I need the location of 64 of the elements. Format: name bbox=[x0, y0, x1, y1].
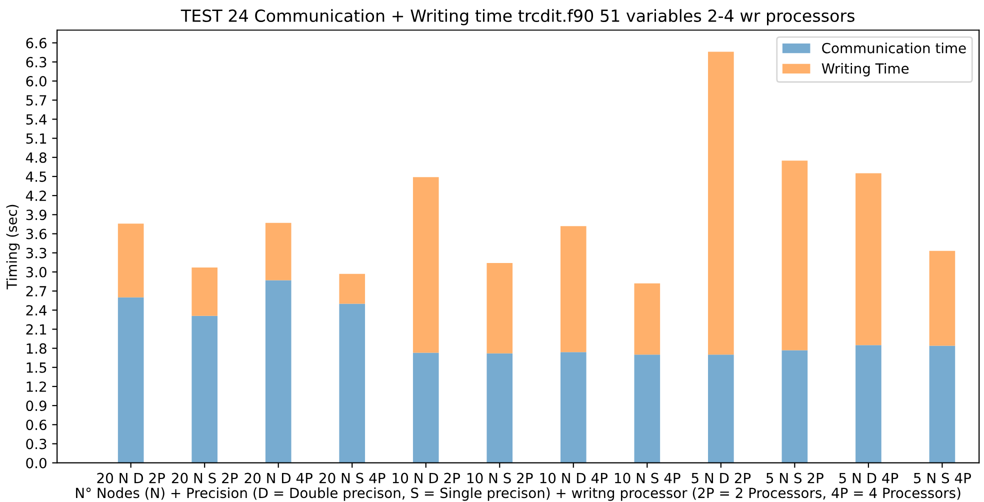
y-tick-label: 1.2 bbox=[26, 381, 46, 392]
y-tick-label: 1.8 bbox=[26, 343, 46, 354]
y-tick-label: 0.3 bbox=[26, 438, 46, 450]
y-tick-label: 0.0 bbox=[26, 458, 46, 468]
bar bbox=[929, 250, 956, 346]
bar bbox=[782, 160, 808, 350]
x-tick-label: 10 N D 2P bbox=[392, 472, 460, 484]
y-tick-label: 3.3 bbox=[26, 248, 46, 258]
y-tick-label: 6.0 bbox=[26, 76, 46, 87]
bar bbox=[560, 226, 586, 352]
x-tick-label: 20 N D 2P bbox=[97, 472, 165, 484]
bar bbox=[708, 52, 734, 355]
x-tick-label: 20 N S 2P bbox=[172, 472, 238, 484]
bar bbox=[192, 267, 218, 316]
x-tick-label: 5 N D 2P bbox=[692, 472, 751, 484]
x-tick-label: 10 N D 4P bbox=[540, 472, 608, 484]
bar bbox=[192, 316, 218, 463]
bar bbox=[339, 274, 366, 304]
y-tick-label: 4.8 bbox=[26, 152, 46, 163]
y-axis-title: Timing (sec) bbox=[6, 204, 20, 290]
bar bbox=[856, 173, 882, 346]
y-tick-label: 3.9 bbox=[26, 210, 46, 220]
bar bbox=[634, 354, 660, 463]
bar bbox=[118, 224, 144, 298]
bar bbox=[929, 346, 956, 463]
x-axis-title: N° Nodes (N) + Precision (D = Double precison, S = Single precison) + writng processor (2P = 2 Processors, 4P = 4 Processors) bbox=[76, 487, 960, 501]
bar bbox=[339, 304, 366, 463]
y-tick-label: 2.7 bbox=[26, 286, 46, 296]
y-tick-label: 3.0 bbox=[26, 266, 46, 278]
bar bbox=[412, 177, 439, 353]
bar bbox=[560, 352, 586, 463]
chart-title: TEST 24 Communication + Writing time trcdit.f90 51 variables 2-4 wr processors bbox=[180, 9, 854, 26]
y-tick-label: 2.4 bbox=[26, 305, 47, 316]
bar bbox=[856, 345, 882, 463]
bar bbox=[782, 350, 808, 463]
x-tick-label: 20 N S 4P bbox=[319, 472, 386, 484]
x-tick-label: 10 N S 2P bbox=[467, 472, 533, 484]
bar bbox=[486, 263, 513, 354]
y-tick-label: 3.6 bbox=[26, 228, 46, 240]
y-tick-label: 5.4 bbox=[26, 114, 47, 125]
x-tick-label: 10 N S 4P bbox=[615, 472, 680, 484]
x-tick-label: 5 N S 2P bbox=[766, 472, 824, 484]
bar bbox=[708, 354, 734, 463]
y-tick-label: 0.9 bbox=[26, 400, 46, 412]
x-tick-label: 5 N S 4P bbox=[914, 472, 971, 484]
y-tick-label: 5.7 bbox=[26, 95, 46, 106]
bar bbox=[412, 352, 439, 463]
bar bbox=[265, 222, 292, 280]
x-tick-label: 20 N D 4P bbox=[244, 472, 312, 484]
y-tick-label: 6.6 bbox=[26, 38, 46, 48]
legend-label: Communication time bbox=[822, 42, 966, 54]
y-tick-label: 2.1 bbox=[26, 324, 46, 334]
legend-label: Writing Time bbox=[822, 63, 909, 76]
y-tick-label: 5.1 bbox=[26, 133, 46, 144]
x-tick-label: 5 N D 4P bbox=[839, 472, 898, 484]
y-tick-label: 0.6 bbox=[26, 420, 46, 430]
y-tick-label: 1.5 bbox=[26, 362, 46, 373]
bar bbox=[486, 353, 513, 463]
y-tick-label: 6.3 bbox=[26, 56, 46, 68]
bar bbox=[634, 283, 660, 355]
y-tick-label: 4.5 bbox=[26, 172, 46, 182]
bar bbox=[118, 297, 144, 463]
bar bbox=[265, 280, 292, 463]
y-tick-label: 4.2 bbox=[26, 190, 46, 201]
